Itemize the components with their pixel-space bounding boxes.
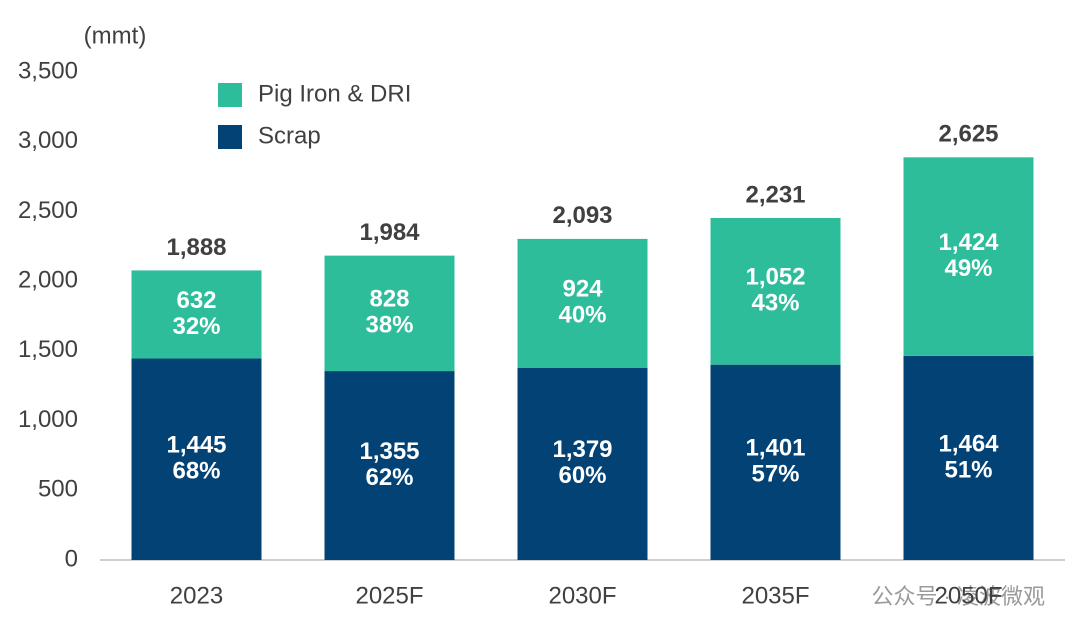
y-tick-label: 2,000 <box>18 266 78 293</box>
y-tick-label: 1,500 <box>18 336 78 363</box>
share-label: 43% <box>751 290 799 317</box>
x-tick-label: 2023 <box>170 582 223 609</box>
y-tick-label: 2,500 <box>18 197 78 224</box>
share-label: 49% <box>944 255 992 282</box>
x-tick-label: 2050F <box>934 582 1002 609</box>
value-label: 1,379 <box>552 436 612 463</box>
value-label: 1,355 <box>359 438 419 465</box>
bar-segment <box>517 367 648 560</box>
bar-segment <box>131 358 262 560</box>
bar-segment <box>324 371 455 560</box>
value-label: 1,424 <box>938 229 999 256</box>
bar-segment <box>131 270 262 359</box>
x-tick-label: 2030F <box>548 582 616 609</box>
y-tick-label: 500 <box>38 476 78 503</box>
total-label: 2,093 <box>552 202 612 229</box>
axis-label: (mmt) <box>84 22 147 49</box>
value-label: 828 <box>369 286 409 313</box>
bar-segment <box>324 255 455 372</box>
value-label: 1,052 <box>745 264 805 291</box>
share-label: 51% <box>944 456 992 483</box>
share-label: 68% <box>172 458 220 485</box>
value-label: 632 <box>176 287 216 314</box>
legend-swatch <box>218 83 242 107</box>
legend-label: Scrap <box>258 122 321 149</box>
total-label: 2,625 <box>938 121 998 148</box>
y-tick-label: 3,500 <box>18 57 78 84</box>
y-tick-label: 3,000 <box>18 127 78 154</box>
bar-segment <box>903 355 1034 560</box>
y-tick-label: 1,000 <box>18 406 78 433</box>
total-label: 1,984 <box>359 219 420 246</box>
x-tick-label: 2035F <box>741 582 809 609</box>
bar-segment <box>903 157 1034 356</box>
value-label: 1,445 <box>166 432 226 459</box>
y-tick-label: 0 <box>65 545 78 572</box>
legend-swatch <box>218 125 242 149</box>
total-label: 2,231 <box>745 181 805 208</box>
x-tick-label: 2025F <box>355 582 423 609</box>
share-label: 40% <box>558 302 606 329</box>
bar-segment <box>710 217 841 365</box>
total-label: 1,888 <box>166 234 226 261</box>
share-label: 60% <box>558 462 606 489</box>
value-label: 1,464 <box>938 430 999 457</box>
legend-label: Pig Iron & DRI <box>258 80 411 107</box>
share-label: 57% <box>751 461 799 488</box>
share-label: 62% <box>365 464 413 491</box>
share-label: 38% <box>365 312 413 339</box>
bar-segment <box>517 238 648 368</box>
watermark: 公众号 · 凌波微观 <box>871 584 1045 609</box>
share-label: 32% <box>172 313 220 340</box>
bar-segment <box>710 364 841 560</box>
value-label: 1,401 <box>745 435 805 462</box>
value-label: 924 <box>562 276 603 303</box>
